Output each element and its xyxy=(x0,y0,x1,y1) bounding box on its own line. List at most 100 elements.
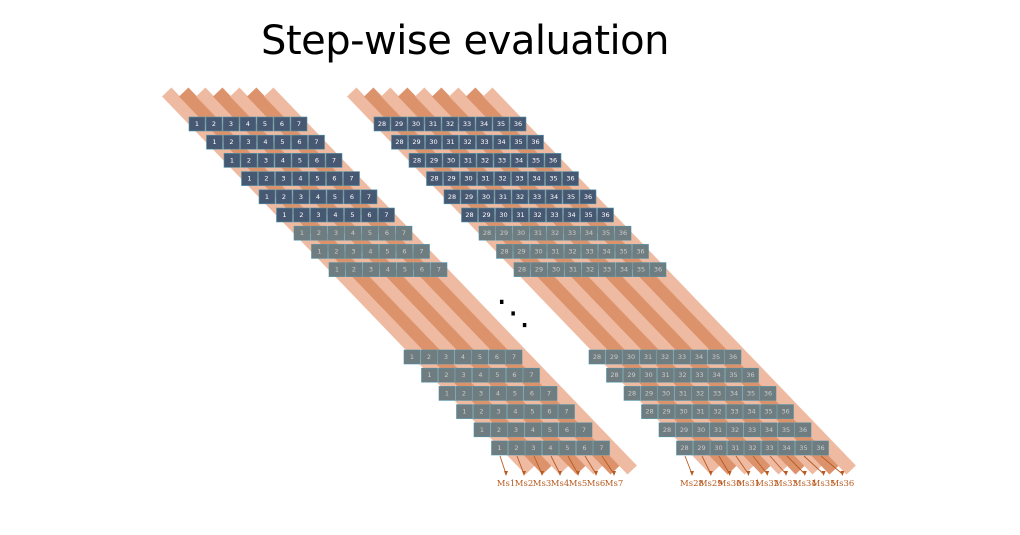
label-Ms34: Ms34 xyxy=(793,479,817,489)
cell-box xyxy=(606,367,623,383)
cell-box xyxy=(438,386,456,401)
cell-box xyxy=(258,189,276,205)
cell-box xyxy=(708,386,726,401)
cell-top-right-r4-33: 33 xyxy=(528,189,546,205)
cell-box xyxy=(373,116,391,132)
cell-box xyxy=(493,153,511,168)
cell-number: 7 xyxy=(437,266,441,274)
cell-number: 30 xyxy=(482,193,490,201)
cell-box xyxy=(274,153,292,168)
cell-number: 32 xyxy=(533,211,541,219)
cell-number: 31 xyxy=(644,353,652,361)
cell-box xyxy=(475,116,493,132)
cell-number: 3 xyxy=(229,120,233,128)
cell-bottom-left-r0-7: 7 xyxy=(505,349,523,365)
cell-top-left-r0-5: 5 xyxy=(256,116,274,132)
cell-box xyxy=(512,225,530,241)
cell-number: 7 xyxy=(599,444,603,452)
cell-top-right-r8-30: 30 xyxy=(547,262,565,277)
cell-top-right-r2-29: 29 xyxy=(425,153,443,168)
cell-top-left-r3-3: 3 xyxy=(275,171,292,186)
cell-number: 34 xyxy=(602,247,610,255)
cell-box xyxy=(311,244,328,259)
cell-number: 3 xyxy=(351,247,355,255)
cell-box xyxy=(188,116,206,132)
cell-box xyxy=(542,440,559,456)
cell-bottom-left-r1-3: 3 xyxy=(455,367,472,383)
cell-box xyxy=(725,386,743,401)
cell-number: 4 xyxy=(461,353,465,361)
cell-number: 6 xyxy=(332,175,336,183)
cell-top-right-r0-30: 30 xyxy=(407,116,425,132)
cell-top-left-r0-3: 3 xyxy=(222,116,240,132)
cell-bottom-right-r2-30: 30 xyxy=(657,386,675,401)
cell-top-left-r0-1: 1 xyxy=(188,116,206,132)
cell-top-right-r5-28: 28 xyxy=(461,207,478,223)
cell-top-right-r3-29: 29 xyxy=(443,171,460,186)
cell-top-left-r8-6: 6 xyxy=(413,262,431,277)
cell-bottom-left-r0-4: 4 xyxy=(454,349,472,365)
cell-top-left-r0-6: 6 xyxy=(273,116,291,132)
cell-box xyxy=(615,262,633,277)
cell-number: 30 xyxy=(679,408,687,416)
cell-box xyxy=(512,207,529,223)
cell-top-left-r6-3: 3 xyxy=(327,225,345,241)
cell-number: 31 xyxy=(481,175,489,183)
cell-top-right-r4-30: 30 xyxy=(477,189,495,205)
cell-top-right-r6-34: 34 xyxy=(580,225,598,241)
cell-box xyxy=(344,225,362,241)
cell-top-right-r7-36: 36 xyxy=(632,244,649,259)
cell-number: 35 xyxy=(514,138,522,146)
cell-number: 2 xyxy=(462,389,466,397)
cell-top-right-r1-36: 36 xyxy=(527,134,544,150)
cell-box xyxy=(727,440,744,456)
cell-number: 31 xyxy=(679,389,687,397)
cell-top-right-r1-34: 34 xyxy=(493,134,510,150)
cell-box xyxy=(709,422,727,438)
cell-top-left-r2-7: 7 xyxy=(325,153,343,168)
cell-number: 36 xyxy=(781,408,789,416)
cell-top-right-r3-36: 36 xyxy=(562,171,579,186)
cell-bottom-left-r0-2: 2 xyxy=(420,349,438,365)
cell-number: 4 xyxy=(368,247,372,255)
cell-number: 34 xyxy=(730,389,738,397)
cell-number: 1 xyxy=(335,266,339,274)
cell-box xyxy=(205,116,223,132)
cell-box xyxy=(408,153,426,168)
cell-box xyxy=(691,386,709,401)
cell-box xyxy=(657,386,675,401)
cell-box xyxy=(676,440,693,456)
cell-box xyxy=(545,189,563,205)
cell-number: 4 xyxy=(333,211,337,219)
cell-number: 28 xyxy=(500,247,508,255)
cell-box xyxy=(257,153,275,168)
cell-number: 30 xyxy=(464,175,472,183)
cell-bottom-right-r3-36: 36 xyxy=(777,404,794,419)
arrowhead-Ms30 xyxy=(727,471,732,476)
cell-top-right-r2-28: 28 xyxy=(408,153,426,168)
cell-number: 4 xyxy=(513,408,517,416)
cell-bottom-left-r4-5: 5 xyxy=(541,422,559,438)
cell-bottom-left-r2-5: 5 xyxy=(506,386,524,401)
cell-box xyxy=(328,244,345,259)
cell-box xyxy=(240,153,258,168)
cell-number: 36 xyxy=(549,156,557,164)
cell-number: 5 xyxy=(403,266,407,274)
cell-box xyxy=(641,404,658,419)
cell-number: 35 xyxy=(729,371,737,379)
cell-box xyxy=(558,404,575,419)
cell-number: 7 xyxy=(547,389,551,397)
cell-number: 28 xyxy=(680,444,688,452)
cell-box xyxy=(527,134,544,150)
arrowhead-Ms6 xyxy=(594,471,598,476)
cell-bottom-right-r5-28: 28 xyxy=(676,440,693,456)
cell-bottom-left-r5-5: 5 xyxy=(559,440,576,456)
arrowhead-Ms7 xyxy=(612,471,616,476)
cell-bottom-left-r5-7: 7 xyxy=(593,440,610,456)
cell-number: 29 xyxy=(500,229,508,237)
cell-number: 1 xyxy=(300,229,304,237)
cell-number: 30 xyxy=(412,120,420,128)
cell-number: 2 xyxy=(282,193,286,201)
cell-bottom-right-r5-32: 32 xyxy=(744,440,761,456)
cell-box xyxy=(528,171,545,186)
